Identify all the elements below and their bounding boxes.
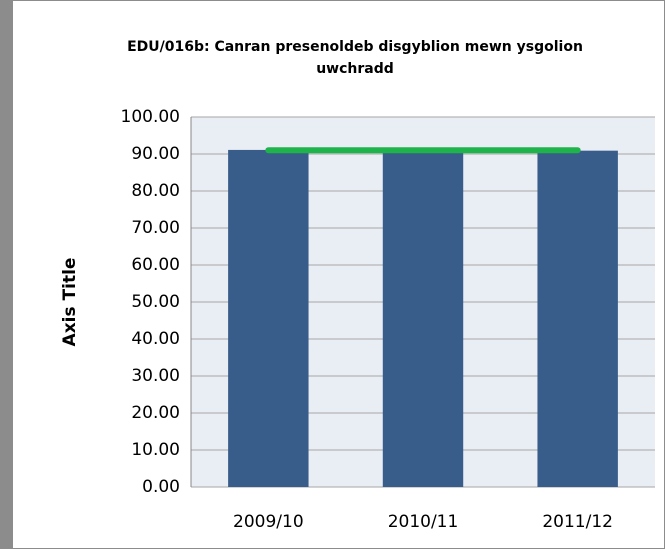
y-tick-label: 80.00 [131, 181, 180, 201]
frame-strip [0, 0, 12, 549]
x-tick-label: 2009/10 [233, 512, 304, 532]
y-tick-label: 10.00 [131, 440, 180, 460]
x-tick-label: 2011/12 [542, 512, 613, 532]
y-tick-label: 0.00 [142, 477, 180, 497]
y-tick-label: 40.00 [131, 329, 180, 349]
x-tick-label: 2010/11 [388, 512, 459, 532]
y-tick-label: 50.00 [131, 292, 180, 312]
y-tick-label: 90.00 [131, 144, 180, 164]
y-axis-title: Axis Title [60, 258, 80, 347]
chart-title: EDU/016b: Canran presenoldeb disgyblion … [127, 39, 583, 77]
bar [228, 149, 309, 487]
y-tick-label: 30.00 [131, 366, 180, 386]
y-tick-label: 20.00 [131, 403, 180, 423]
y-tick-label: 100.00 [121, 107, 180, 127]
y-tick-label: 60.00 [131, 255, 180, 275]
bar [537, 150, 618, 488]
y-tick-label: 70.00 [131, 218, 180, 238]
bar [382, 151, 464, 487]
